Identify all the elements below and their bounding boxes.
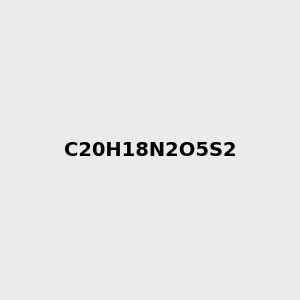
- Text: C20H18N2O5S2: C20H18N2O5S2: [64, 140, 236, 160]
